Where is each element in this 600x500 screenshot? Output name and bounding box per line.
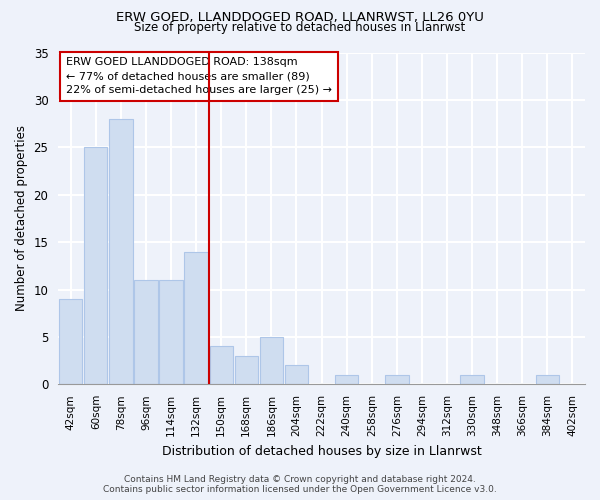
- Text: ERW GOED, LLANDDOGED ROAD, LLANRWST, LL26 0YU: ERW GOED, LLANDDOGED ROAD, LLANRWST, LL2…: [116, 12, 484, 24]
- Y-axis label: Number of detached properties: Number of detached properties: [15, 126, 28, 312]
- Bar: [536, 375, 559, 384]
- Bar: [109, 119, 133, 384]
- Text: Contains HM Land Registry data © Crown copyright and database right 2024.
Contai: Contains HM Land Registry data © Crown c…: [103, 474, 497, 494]
- Text: ERW GOED LLANDDOGED ROAD: 138sqm
← 77% of detached houses are smaller (89)
22% o: ERW GOED LLANDDOGED ROAD: 138sqm ← 77% o…: [66, 58, 332, 96]
- Bar: [209, 346, 233, 385]
- Bar: [84, 148, 107, 384]
- Bar: [260, 337, 283, 384]
- Bar: [160, 280, 183, 384]
- Bar: [460, 375, 484, 384]
- X-axis label: Distribution of detached houses by size in Llanrwst: Distribution of detached houses by size …: [162, 444, 481, 458]
- Bar: [235, 356, 258, 384]
- Bar: [59, 299, 82, 384]
- Bar: [385, 375, 409, 384]
- Bar: [335, 375, 358, 384]
- Bar: [285, 366, 308, 384]
- Bar: [184, 252, 208, 384]
- Bar: [134, 280, 158, 384]
- Text: Size of property relative to detached houses in Llanrwst: Size of property relative to detached ho…: [134, 22, 466, 35]
